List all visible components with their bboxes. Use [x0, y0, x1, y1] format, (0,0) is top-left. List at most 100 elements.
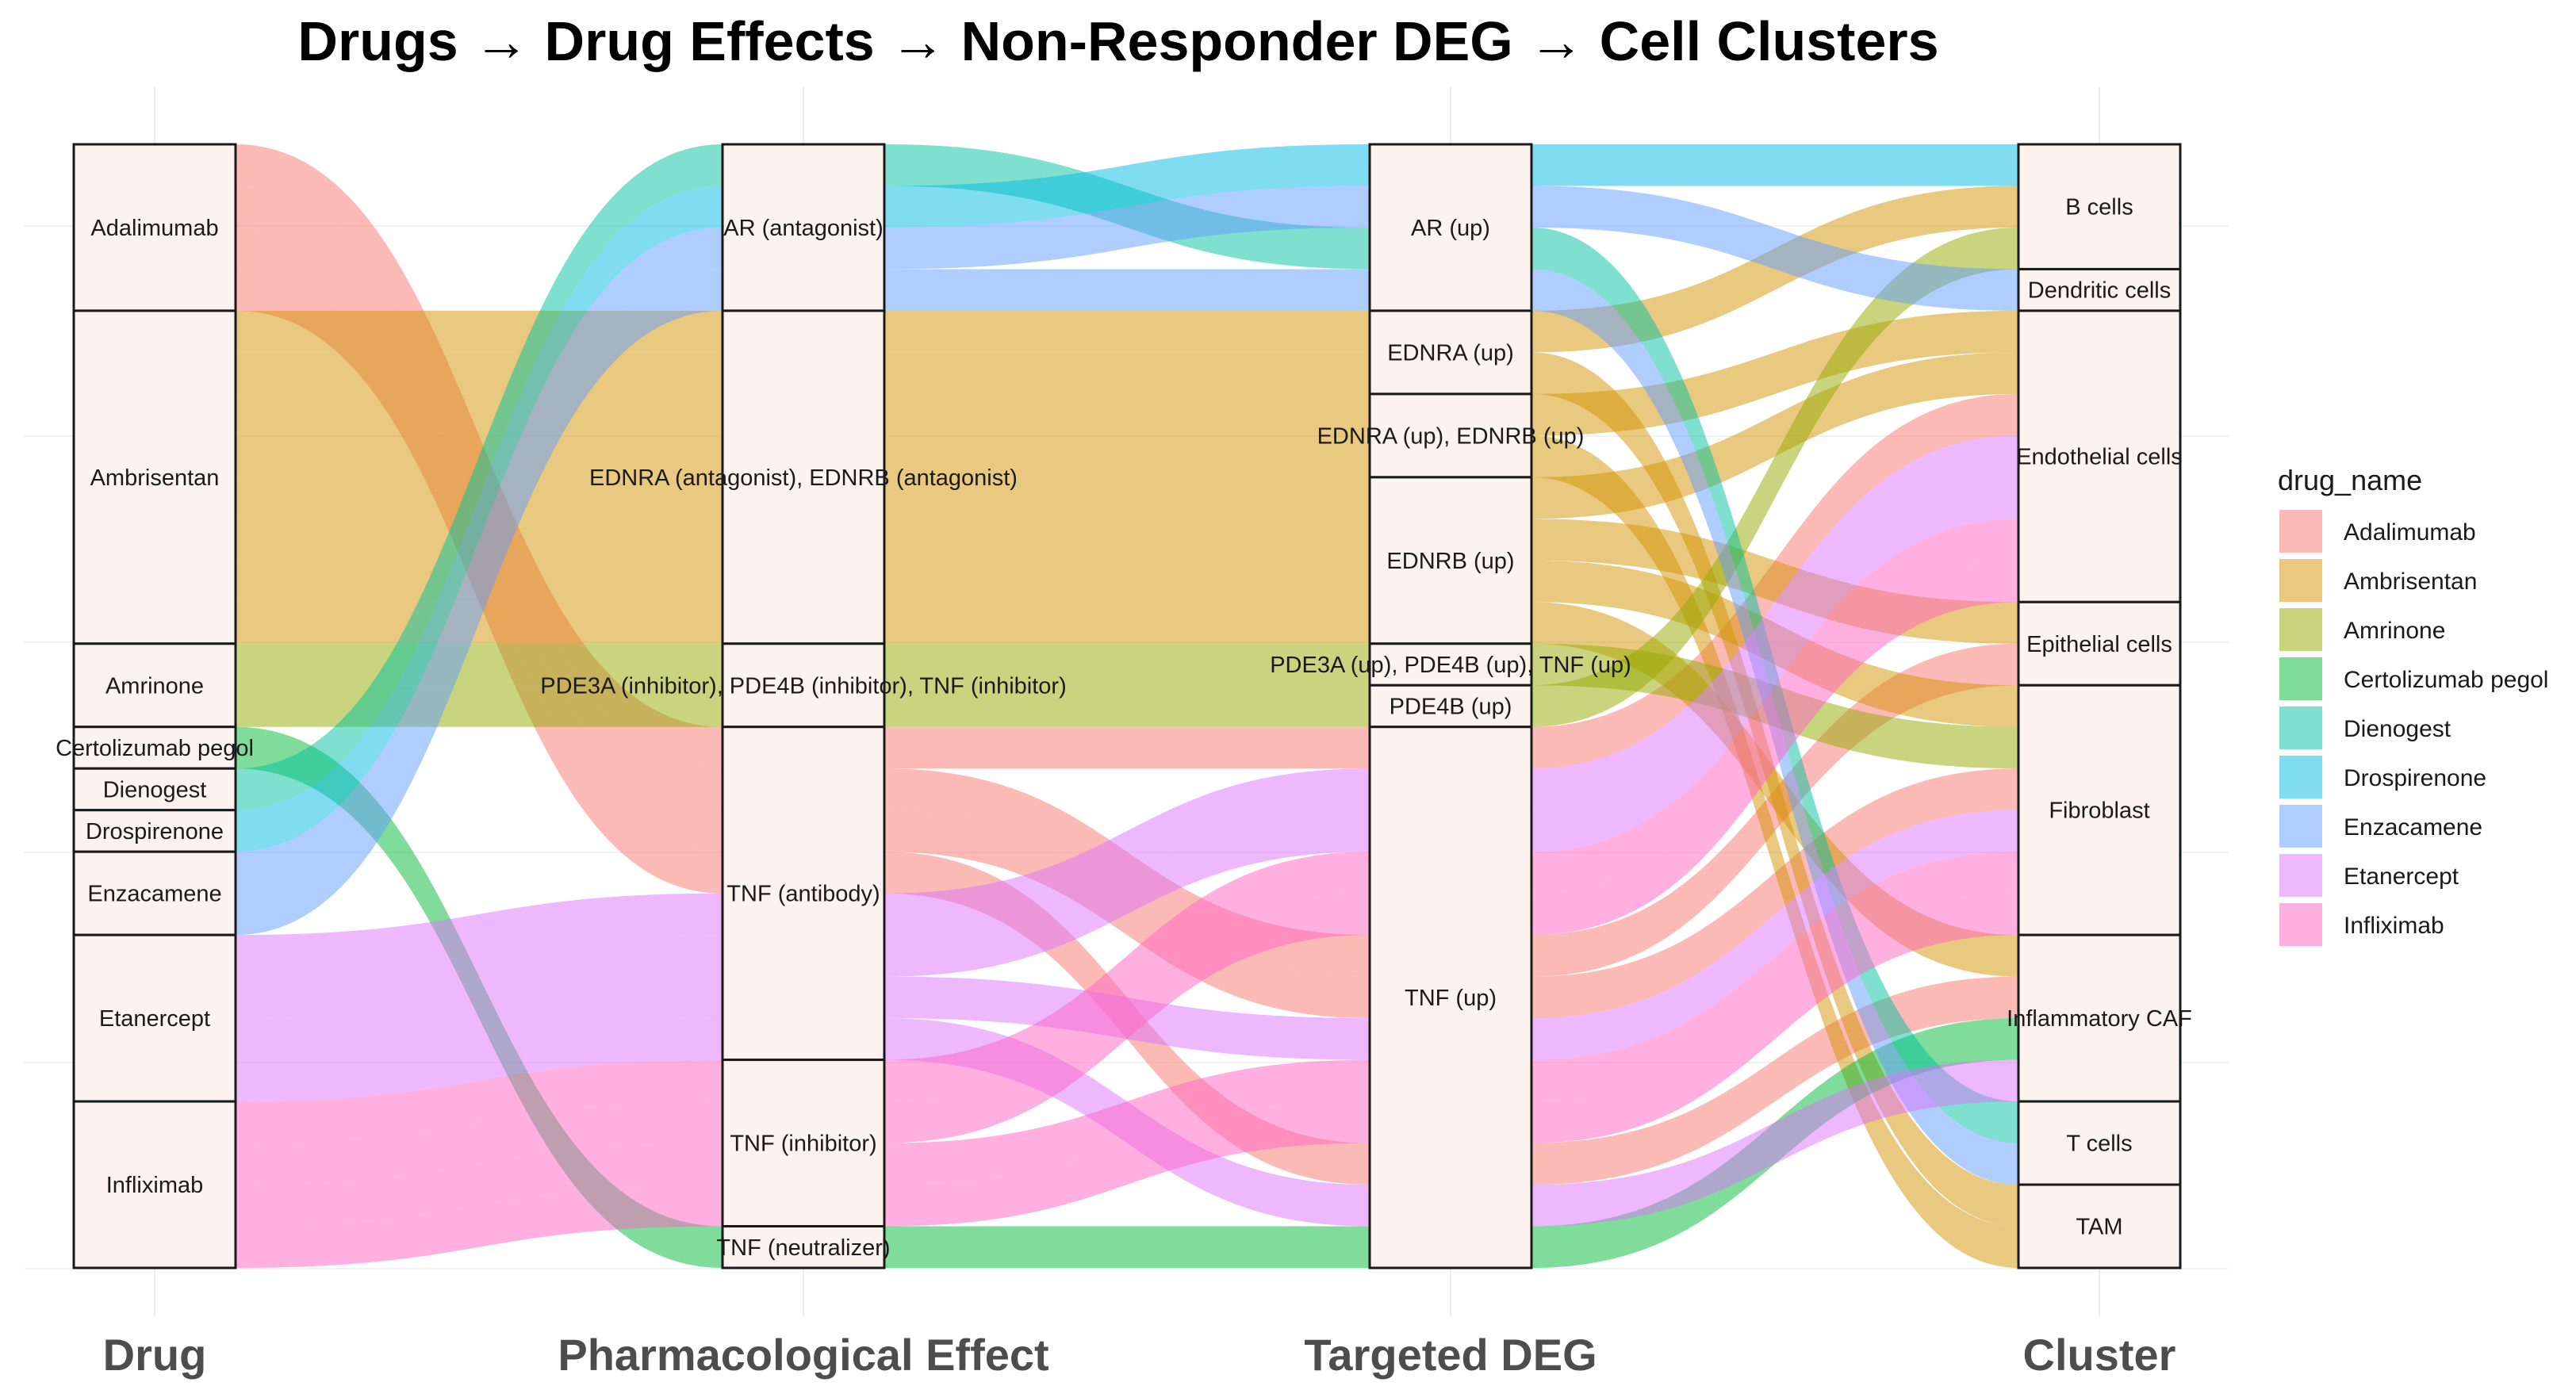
axis-label: Drug: [103, 1330, 207, 1380]
stratum-label: PDE3A (inhibitor), PDE4B (inhibitor), TN…: [540, 673, 1066, 699]
stratum-label: Adalimumab: [90, 216, 218, 241]
flow-ambrisentan: [1531, 602, 2018, 977]
flow-amrinone: [1531, 227, 2018, 727]
legend-key: [2279, 510, 2322, 553]
stratum-label: EDNRB (up): [1386, 549, 1514, 574]
flow-enzacamene: [236, 269, 723, 936]
legend-key: [2279, 559, 2322, 602]
stratum-box: [721, 143, 886, 312]
flow-ambrisentan: [884, 560, 1370, 603]
stratum-label: Drospirenone: [86, 819, 224, 844]
legend-key: [2279, 805, 2322, 848]
legend-key: [2279, 854, 2322, 897]
flow-ambrisentan: [1531, 435, 2018, 1268]
flow-certolizumab-pegol: [884, 1226, 1370, 1268]
flow-infliximab: [1531, 852, 2018, 1102]
axis-labels: Drug Pharmacological Effect Targeted DEG Cl…: [103, 1330, 2176, 1380]
stratum-label: Infliximab: [106, 1173, 204, 1198]
stratum-box: [2017, 309, 2182, 603]
flow-adalimumab: [884, 726, 1370, 769]
stratum-label: Amrinone: [105, 673, 204, 699]
flow-etanercept: [236, 893, 723, 977]
flow-etanercept: [1531, 810, 2018, 1060]
legend-label: Dienogest: [2344, 716, 2451, 742]
stratum-label: TAM: [2076, 1215, 2122, 1240]
stratum-label: B cells: [2065, 195, 2133, 220]
legend-label: Etanercept: [2344, 863, 2459, 890]
flow-etanercept: [236, 1018, 723, 1102]
flow-dienogest: [236, 144, 723, 810]
stratum-box: [1368, 143, 1533, 312]
legend-label: Enzacamene: [2344, 814, 2482, 841]
stratum-label: Etanercept: [99, 1006, 210, 1032]
stratum-label: Enzacamene: [87, 882, 221, 907]
flow-ambrisentan: [884, 602, 1370, 644]
stratum-label: Endothelial cells: [2016, 445, 2183, 470]
stratum-label: EDNRA (antagonist), EDNRB (antagonist): [589, 465, 1018, 491]
stratum-box: [2017, 267, 2182, 312]
stratum-box: [72, 809, 237, 853]
flow-infliximab: [1531, 893, 2018, 1143]
stratum-label: AR (up): [1411, 216, 1490, 241]
stratum-label: Certolizumab pegol: [56, 736, 254, 761]
stratum-box: [72, 309, 237, 645]
stratum-label: TNF (antibody): [726, 882, 880, 907]
stratum-box: [1368, 392, 1533, 479]
flow-infliximab: [236, 1185, 723, 1268]
stratum-box: [1368, 726, 1533, 1269]
stratum-label: TNF (up): [1405, 986, 1497, 1011]
stratum-box: [1368, 642, 1533, 687]
axis-label: Pharmacological Effect: [558, 1330, 1048, 1380]
stratum-label: Epithelial cells: [2026, 632, 2172, 657]
stratum-box: [721, 1059, 886, 1228]
flow-etanercept: [884, 768, 1370, 936]
legend-label: Ambrisentan: [2344, 569, 2477, 595]
stratum-box: [1368, 476, 1533, 645]
flow-ambrisentan: [236, 435, 723, 477]
stratum-box: [72, 1100, 237, 1269]
stratum-label: Fibroblast: [2049, 798, 2149, 824]
flow-ambrisentan: [884, 519, 1370, 561]
stratum-label: TNF (neutralizer): [716, 1235, 890, 1261]
axis-label: Cluster: [2023, 1330, 2176, 1380]
legend-label: Infliximab: [2344, 913, 2444, 939]
axis-label: Targeted DEG: [1304, 1330, 1597, 1380]
stratum-box: [721, 642, 886, 729]
flow-enzacamene: [884, 269, 1370, 311]
flow-ambrisentan: [1531, 186, 2018, 353]
stratum-box: [2017, 684, 2182, 936]
flow-drospirenone: [236, 186, 723, 852]
stratum-label: PDE3A (up), PDE4B (up), TNF (up): [1270, 653, 1631, 678]
stratum-box: [72, 642, 237, 729]
flow-etanercept: [236, 935, 723, 1019]
stratum-box: [1368, 684, 1533, 729]
flow-ambrisentan: [884, 393, 1370, 436]
flow-enzacamene: [1531, 186, 2018, 311]
flows: [236, 144, 2018, 1268]
legend: drug_name Adalimumab Ambrisentan Amrinone Ce…: [2278, 464, 2548, 946]
stratum-box: [721, 309, 886, 645]
flow-infliximab: [884, 893, 1370, 1143]
flow-etanercept: [884, 810, 1370, 977]
flow-ambrisentan: [236, 352, 723, 394]
legend-key: [2279, 706, 2322, 749]
flow-infliximab: [884, 1059, 1370, 1185]
flow-ambrisentan: [236, 393, 723, 436]
stratum-box: [72, 726, 237, 770]
stratum-label: T cells: [2066, 1132, 2132, 1157]
flow-drospirenone: [884, 144, 1370, 228]
chart-title: Drugs → Drug Effects → Non-Responder DEG…: [297, 10, 1939, 72]
legend-label: Adalimumab: [2344, 519, 2476, 546]
flow-etanercept: [1531, 435, 2018, 810]
stratum-label: Dendritic cells: [2028, 278, 2172, 304]
flow-infliximab: [236, 1059, 723, 1143]
flow-enzacamene: [236, 227, 723, 894]
flow-ambrisentan: [1531, 310, 2018, 436]
flow-infliximab: [1531, 519, 2018, 894]
strata: Adalimumab Ambrisentan Amrinone Certolizuma…: [56, 143, 2192, 1269]
flow-etanercept: [1531, 477, 2018, 852]
flow-ambrisentan: [884, 477, 1370, 519]
stratum-label: EDNRA (up), EDNRB (up): [1317, 423, 1585, 449]
flow-adalimumab: [1531, 768, 2018, 1019]
